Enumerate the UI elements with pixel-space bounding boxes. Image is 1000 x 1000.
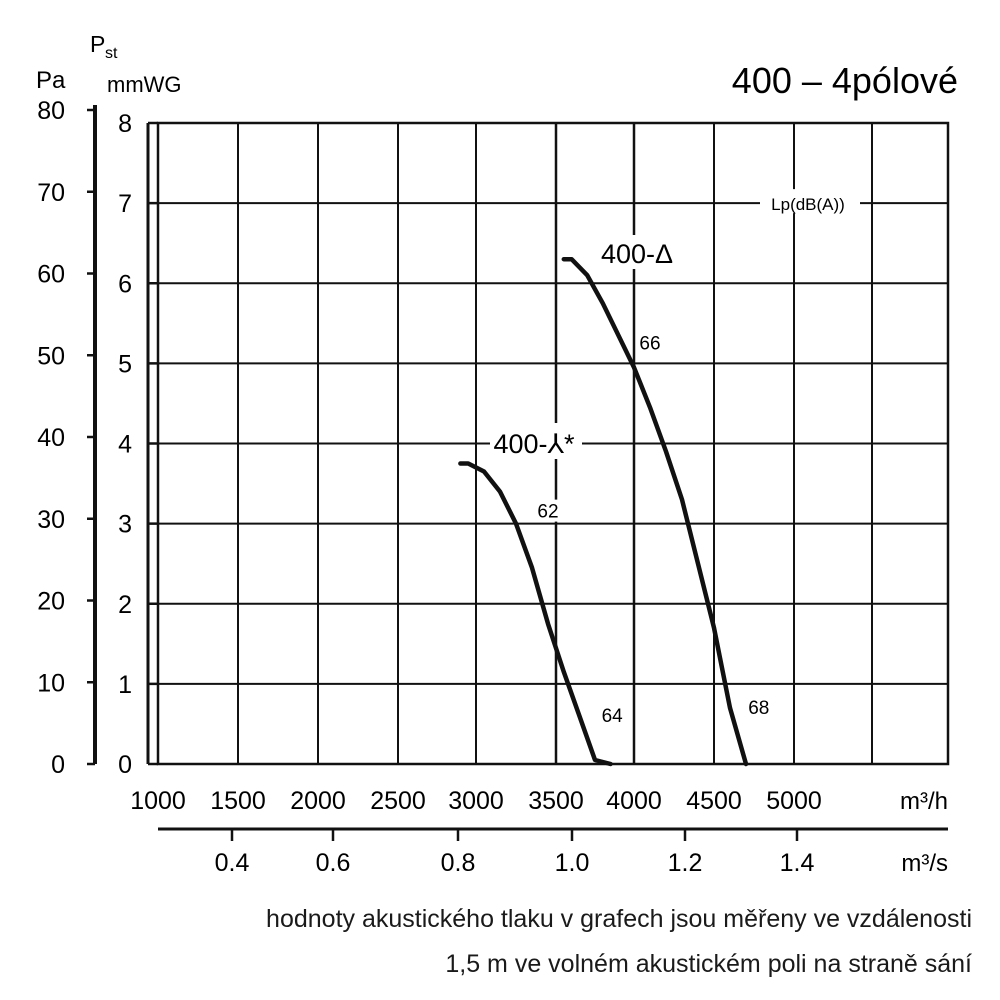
m3s-tick-label: 0.6 xyxy=(316,849,351,877)
m3s-tick-label: 1.2 xyxy=(668,849,703,877)
series-name-bg xyxy=(490,423,582,459)
pa-tick-label: 60 xyxy=(37,261,65,289)
chart-title: 400 – 4pólové xyxy=(732,60,958,101)
x-top-tick-label: 3000 xyxy=(448,787,504,815)
pa-axis-label: Pa xyxy=(36,67,66,94)
sound-legend-label: Lp(dB(A)) xyxy=(771,195,845,214)
x-top-tick-label: 5000 xyxy=(766,787,822,815)
mmwg-tick-label: 4 xyxy=(118,431,132,459)
sound-label-bg xyxy=(744,695,773,718)
series-name-label: 400-⅄* xyxy=(493,429,575,459)
x-top-tick-label: 1500 xyxy=(210,787,266,815)
pa-tick-label: 10 xyxy=(37,669,65,697)
m3s-tick-label: 0.4 xyxy=(215,849,250,877)
sound-label-bg xyxy=(636,331,664,354)
series-line-1 xyxy=(458,461,613,767)
mmwg-tick-label: 3 xyxy=(118,511,132,539)
mmwg-tick-label: 5 xyxy=(118,350,132,378)
mmwg-tick-label: 2 xyxy=(118,591,132,619)
sound-level-label: 66 xyxy=(639,333,660,354)
sound-level-label: 62 xyxy=(537,502,558,523)
sound-label-bg xyxy=(598,703,627,726)
mmwg-unit-label: mmWG xyxy=(107,72,182,97)
m3s-tick-label: 1.0 xyxy=(555,849,590,877)
pst-label-main: P xyxy=(90,31,105,57)
pa-tick-label: 80 xyxy=(37,97,65,125)
sound-level-label: 68 xyxy=(748,698,769,719)
x-top-tick-label: 2000 xyxy=(290,787,346,815)
m3s-unit-label: m³/s xyxy=(901,850,948,877)
mmwg-tick-label: 6 xyxy=(118,270,132,298)
sound-label-bg xyxy=(534,499,562,522)
series-line-0 xyxy=(561,256,749,767)
x-top-unit-label: m³/h xyxy=(900,788,948,815)
m3s-tick-label: 0.8 xyxy=(441,849,476,877)
pa-tick-label: 50 xyxy=(37,342,65,370)
pa-tick-label: 0 xyxy=(51,751,65,779)
x-top-tick-label: 3500 xyxy=(528,787,584,815)
series-name-label: 400-Δ xyxy=(601,239,673,269)
mmwg-tick-label: 0 xyxy=(118,751,132,779)
mmwg-tick-label: 1 xyxy=(118,671,132,699)
x-top-tick-label: 2500 xyxy=(370,787,426,815)
pa-tick-label: 40 xyxy=(37,424,65,452)
series-name-bg xyxy=(597,235,677,269)
sound-level-label: 64 xyxy=(602,706,624,727)
m3s-tick-label: 1.4 xyxy=(780,849,815,877)
pa-tick-label: 70 xyxy=(37,179,65,207)
mmwg-tick-label: 7 xyxy=(118,190,132,218)
pa-tick-label: 30 xyxy=(37,506,65,534)
x-top-tick-label: 4000 xyxy=(606,787,662,815)
pa-tick-label: 20 xyxy=(37,588,65,616)
pst-label-sub: st xyxy=(105,45,118,62)
caption-line-2: 1,5 m ve volném akustickém poli na stran… xyxy=(445,950,972,978)
legend-bg xyxy=(760,189,860,214)
mmwg-tick-label: 8 xyxy=(118,110,132,138)
x-top-tick-label: 4500 xyxy=(686,787,742,815)
x-top-tick-label: 1000 xyxy=(130,787,186,815)
caption-line-1: hodnoty akustického tlaku v grafech jsou… xyxy=(266,905,972,933)
